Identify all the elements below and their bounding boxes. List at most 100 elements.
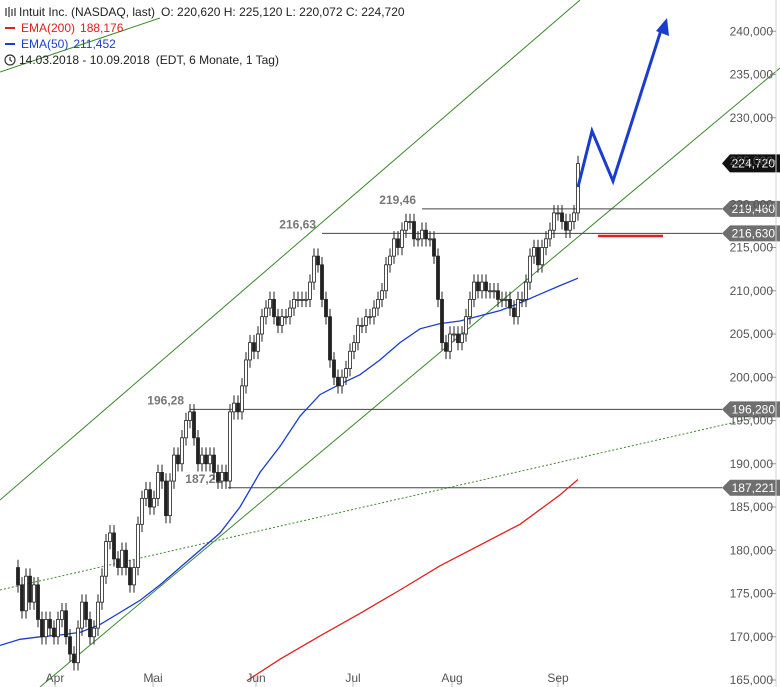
candle-body xyxy=(180,437,184,465)
candle-body xyxy=(512,307,516,318)
candle-body xyxy=(428,238,432,241)
y-tick-label: 230,000 xyxy=(730,111,774,125)
level-label: 216,63 xyxy=(279,217,316,231)
candle-body xyxy=(520,298,524,301)
candle-body xyxy=(380,290,384,300)
candle-body xyxy=(404,221,408,231)
candle-body xyxy=(196,437,200,465)
candle-body xyxy=(24,575,28,612)
candle-body xyxy=(288,307,292,318)
candle-body xyxy=(344,368,348,378)
candle-body xyxy=(356,324,360,344)
candle-body xyxy=(456,333,460,344)
level-label: 219,46 xyxy=(379,193,416,207)
candle-body xyxy=(256,333,260,352)
candle-body xyxy=(352,342,356,352)
candle-body xyxy=(192,411,196,439)
candle-body xyxy=(200,454,204,465)
candles-icon xyxy=(4,6,16,18)
candle-body xyxy=(168,480,172,517)
forecast-arrow xyxy=(576,18,669,238)
candle-body xyxy=(264,307,268,318)
legend-title-row: Intuit Inc. (NASDAQ, last) O: 220,620 H:… xyxy=(4,4,405,20)
candle-body xyxy=(124,549,128,568)
horizontal-levels: 216,63216,630219,46219,460196,28196,2801… xyxy=(147,154,780,496)
candle-body xyxy=(284,316,288,319)
level-price-tag xyxy=(722,479,780,496)
candlesticks xyxy=(16,155,580,671)
candle-body xyxy=(492,290,496,293)
candle-body xyxy=(64,610,68,638)
candle-body xyxy=(228,411,232,482)
candle-body xyxy=(88,619,92,638)
candle-body xyxy=(396,238,400,248)
candle-body xyxy=(560,212,564,222)
x-tick-label: Jun xyxy=(246,671,265,685)
y-tick-label: 235,000 xyxy=(730,68,774,82)
candle-body xyxy=(76,627,80,664)
y-tick-label: 190,000 xyxy=(730,457,774,471)
candle-body xyxy=(328,316,332,361)
candle-body xyxy=(504,298,508,301)
candle-body xyxy=(224,471,228,482)
candle-body xyxy=(508,298,512,309)
candle-body xyxy=(528,255,532,283)
candle-body xyxy=(248,342,252,361)
candle-body xyxy=(348,350,352,369)
candle-body xyxy=(500,298,504,301)
candle-body xyxy=(308,281,312,300)
candle-body xyxy=(280,316,284,326)
y-tick-label: 205,000 xyxy=(730,327,774,341)
level-price-tag-text: 216,630 xyxy=(732,226,776,240)
level-price-tag xyxy=(722,200,780,217)
y-tick-label: 195,000 xyxy=(730,414,774,428)
candle-body xyxy=(236,402,240,413)
candle-body xyxy=(416,238,420,241)
candle-body xyxy=(360,324,364,327)
candle-body xyxy=(408,221,412,223)
candle-body xyxy=(532,247,536,257)
candle-body xyxy=(68,636,72,655)
range-info: (EDT, 6 Monate, 1 Tag) xyxy=(155,53,279,67)
candle-body xyxy=(96,601,100,629)
candle-body xyxy=(572,212,576,222)
candle-body xyxy=(568,221,572,231)
candle-body xyxy=(388,255,392,266)
candle-body xyxy=(516,298,520,318)
candle-body xyxy=(340,376,344,387)
candle-body xyxy=(48,619,52,629)
forecast-path xyxy=(576,26,664,188)
y-tick-label: 225,000 xyxy=(730,154,774,168)
date-range: 14.03.2018 - 10.09.2018 xyxy=(19,53,150,67)
instrument-title: Intuit Inc. (NASDAQ, last) xyxy=(19,5,156,19)
level-price-tag-text: 187,221 xyxy=(732,481,776,495)
candle-body xyxy=(232,402,236,413)
candle-body xyxy=(164,480,168,517)
ema200-value: 188,176 xyxy=(80,21,124,35)
candle-body xyxy=(548,229,552,240)
level-price-tag xyxy=(722,401,780,418)
candle-body xyxy=(420,229,424,240)
candle-body xyxy=(272,298,276,318)
candle-body xyxy=(144,489,148,499)
x-tick-label: Mai xyxy=(143,671,162,685)
candle-body xyxy=(480,281,484,292)
candle-body xyxy=(244,359,248,387)
level-price-tag-text: 219,460 xyxy=(732,202,776,216)
candle-body xyxy=(460,333,464,344)
candle-body xyxy=(184,420,188,439)
y-tick-label: 175,000 xyxy=(730,587,774,601)
candle-body xyxy=(316,255,320,266)
candle-body xyxy=(60,610,64,620)
candle-body xyxy=(472,281,476,300)
candle-body xyxy=(440,298,444,344)
candle-body xyxy=(92,627,96,638)
candle-body xyxy=(20,584,24,612)
candle-body xyxy=(136,523,140,568)
candle-body xyxy=(84,601,88,620)
ema50-line xyxy=(0,277,579,647)
x-tick-label: Aug xyxy=(441,671,462,685)
candle-body xyxy=(116,558,120,568)
last-price-tag-text: 224,720 xyxy=(732,156,776,170)
